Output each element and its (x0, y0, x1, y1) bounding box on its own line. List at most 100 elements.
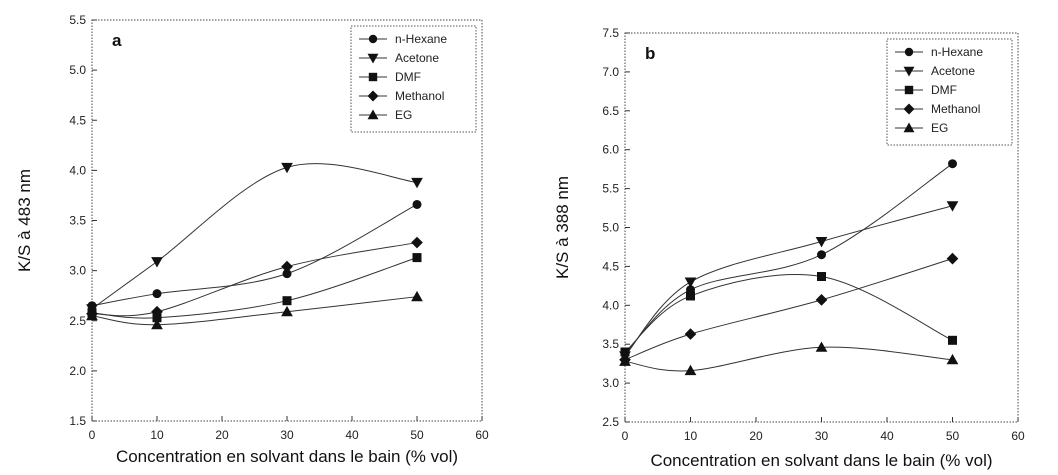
data-point (815, 294, 828, 306)
series-EG (86, 290, 423, 330)
data-point (86, 309, 98, 321)
series-line (624, 205, 953, 357)
data-point (815, 237, 828, 248)
data-point (946, 252, 959, 265)
x-tick-label: 50 (410, 428, 424, 442)
legend-label: Methanol (395, 89, 444, 103)
legend-marker (367, 90, 379, 102)
legend: n-Hexane Acetone DMF Methanol EG (350, 25, 477, 133)
legend-label: DMF (931, 83, 957, 97)
legend-label: n-Hexane (395, 32, 447, 46)
series-line (91, 163, 418, 310)
y-tick-label: 6.0 (602, 143, 619, 157)
legend-label: DMF (395, 70, 421, 84)
panel-letter: a (112, 31, 122, 50)
series-line (91, 257, 418, 319)
series-Methanol (619, 252, 959, 366)
series-line (91, 204, 418, 307)
legend-label: EG (931, 121, 948, 135)
data-point (815, 341, 828, 352)
data-point (151, 318, 163, 330)
data-point (411, 290, 423, 302)
x-axis-label: Concentration en solvant dans le bain (%… (116, 447, 458, 466)
legend-marker (903, 103, 915, 115)
y-tick-label: 3.5 (602, 337, 619, 351)
data-point (412, 199, 422, 209)
panel-a: 1.5 2.0 2.5 3.0 3.5 4.0 4.5 5.0 5.5 0 10 20 30 40 50 60… (15, 13, 489, 466)
data-point (619, 355, 631, 366)
legend-marker (903, 122, 915, 133)
series-n-Hexane (87, 199, 422, 311)
data-point (684, 277, 697, 288)
data-point (282, 296, 292, 306)
y-tick-label: 6.5 (602, 104, 619, 118)
data-point (620, 347, 630, 357)
series-EG (619, 341, 959, 376)
series-DMF (620, 272, 957, 357)
data-point (151, 257, 163, 268)
legend-marker (904, 47, 914, 57)
y-tick-label: 4.5 (602, 259, 619, 273)
x-tick-label: 40 (345, 428, 359, 442)
x-tick-label: 20 (749, 429, 763, 443)
y-tick-label: 4.0 (69, 163, 86, 177)
x-tick-label: 60 (475, 428, 489, 442)
data-point (686, 291, 695, 301)
x-tick-label: 30 (815, 429, 829, 443)
y-tick-label: 2.5 (69, 314, 86, 328)
y-tick-label: 7.5 (602, 26, 619, 40)
series-DMF (87, 253, 422, 323)
series-line (624, 346, 953, 372)
series-line (624, 274, 953, 353)
data-point (152, 313, 162, 323)
panel-letter: b (645, 44, 655, 63)
legend-marker (367, 53, 379, 64)
y-tick-label: 3.5 (69, 214, 86, 228)
x-tick-label: 10 (684, 429, 698, 443)
x-tick-label: 40 (880, 429, 894, 443)
data-point (946, 353, 959, 365)
y-tick-label: 7.0 (602, 65, 619, 79)
y-tick-label: 2.0 (69, 364, 86, 378)
legend-label: EG (395, 108, 412, 122)
series-Acetone (619, 201, 959, 362)
legend-label: Acetone (395, 51, 439, 65)
y-tick-label: 1.5 (69, 414, 86, 428)
y-tick-label: 5.5 (602, 182, 619, 196)
panel-b: 2.5 3.0 3.5 4.0 4.5 5.0 5.5 6.0 6.5 7.0 7.5 0 10 20 30… (553, 26, 1025, 470)
data-point (817, 250, 826, 260)
x-tick-label: 30 (280, 428, 294, 442)
x-tick-label: 0 (622, 429, 629, 443)
legend-label: n-Hexane (931, 45, 983, 59)
data-point (684, 364, 697, 376)
series-line (91, 296, 418, 326)
series-n-Hexane (620, 159, 957, 359)
x-tick-label: 60 (1011, 429, 1025, 443)
data-point (282, 269, 292, 279)
data-point (281, 162, 293, 174)
x-tick-label: 20 (215, 428, 229, 442)
legend-label: Methanol (931, 102, 980, 116)
y-axis-label: K/S à 388 nm (553, 176, 572, 279)
x-tick-label: 10 (150, 428, 164, 442)
series-line (91, 242, 418, 317)
legend-marker (367, 109, 379, 120)
series-Acetone (86, 162, 423, 315)
data-point (151, 305, 163, 318)
series-line (624, 258, 953, 361)
data-point (412, 253, 422, 263)
y-tick-label: 4.0 (602, 298, 619, 312)
legend-label: Acetone (931, 64, 975, 78)
data-point (152, 289, 162, 299)
data-point (948, 335, 957, 345)
y-tick-label: 3.0 (602, 376, 619, 390)
y-axis-label: K/S à 483 nm (15, 169, 34, 272)
data-point (281, 305, 293, 317)
data-point (281, 260, 293, 273)
series-line (624, 163, 953, 354)
data-point (948, 159, 957, 169)
y-tick-label: 4.5 (69, 113, 86, 127)
series-Methanol (86, 236, 423, 320)
